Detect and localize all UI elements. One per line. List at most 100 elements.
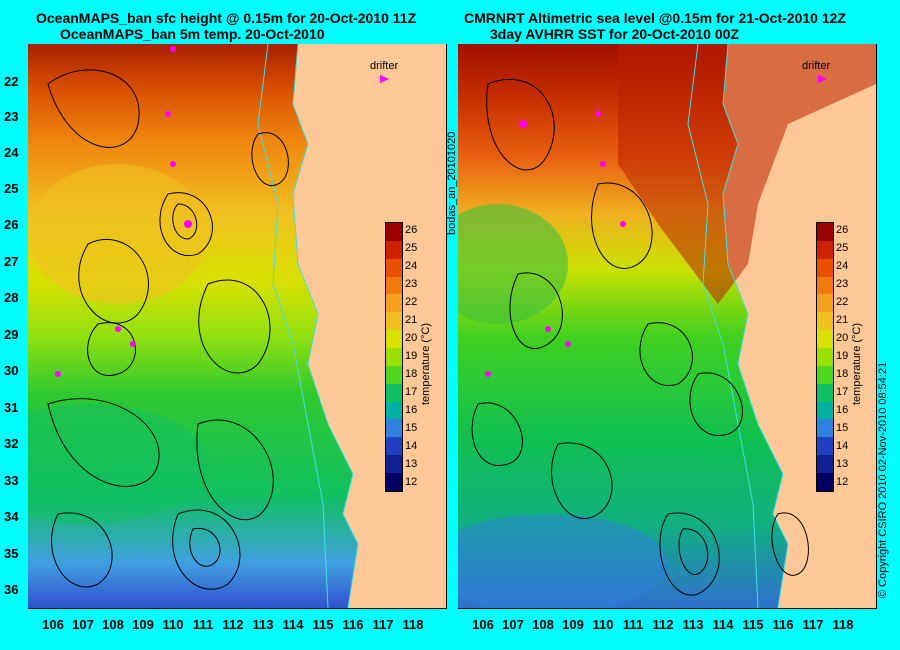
colorbar-segment: [817, 473, 833, 491]
colorbar-segment: [386, 258, 402, 277]
left-drifter-icon: [380, 75, 389, 83]
left-colorbar-label: temperature (°C): [420, 322, 432, 405]
left-xtick: 112: [222, 617, 244, 632]
colorbar-segment: [386, 348, 402, 366]
left-ytick: 34: [4, 509, 19, 524]
left-xtick: 108: [102, 617, 124, 632]
colorbar-tick: 21: [405, 314, 418, 326]
colorbar-tick: 25: [836, 242, 849, 254]
colorbar-tick: 13: [405, 458, 418, 470]
left-ytick: 29: [4, 327, 19, 342]
colorbar-tick: 15: [405, 422, 418, 434]
colorbar-tick: 25: [405, 242, 418, 254]
colorbar-segment: [386, 276, 402, 295]
colorbar-tick: 14: [405, 440, 418, 452]
left-ytick: 28: [4, 290, 19, 305]
colorbar-tick: 19: [836, 350, 849, 362]
right-xtick: 114: [712, 617, 734, 632]
colorbar-tick: 18: [405, 368, 418, 380]
left-drifter-label: drifter: [370, 60, 399, 72]
colorbar-tick: 15: [836, 422, 849, 434]
right-xtick: 111: [622, 617, 644, 632]
right-colorbar-label: temperature (°C): [851, 322, 863, 405]
colorbar-segment: [386, 365, 402, 384]
colorbar-segment: [817, 330, 833, 349]
colorbar-tick: 19: [405, 350, 418, 362]
colorbar-tick: 12: [836, 476, 849, 488]
colorbar-segment: [817, 276, 833, 295]
colorbar-segment: [817, 383, 833, 402]
colorbar-segment: [817, 348, 833, 366]
colorbar-tick: 24: [836, 260, 849, 272]
left-xtick: 109: [132, 617, 154, 632]
left-xtick: 111: [192, 617, 214, 632]
right-colorbar: [816, 222, 834, 492]
colorbar-segment: [386, 419, 402, 438]
colorbar-tick: 13: [836, 458, 849, 470]
left-title-line2: OceanMAPS_ban 5m temp. 20-Oct-2010: [60, 26, 325, 42]
colorbar-segment: [386, 473, 402, 491]
left-ytick: 30: [4, 363, 19, 378]
colorbar-segment: [817, 312, 833, 331]
colorbar-tick: 20: [836, 332, 849, 344]
right-title-line1: CMRNRT Altimetric sea level @0.15m for 2…: [464, 10, 846, 26]
colorbar-segment: [817, 223, 833, 241]
colorbar-tick: 17: [836, 386, 849, 398]
colorbar-segment: [817, 401, 833, 420]
colorbar-segment: [817, 258, 833, 277]
colorbar-segment: [386, 455, 402, 474]
left-ytick: 25: [4, 181, 19, 196]
left-ytick: 23: [4, 109, 19, 124]
left-xtick: 117: [372, 617, 394, 632]
colorbar-segment: [386, 240, 402, 259]
left-xtick: 113: [252, 617, 274, 632]
right-xtick: 107: [502, 617, 524, 632]
colorbar-segment: [817, 419, 833, 438]
left-ytick: 24: [4, 145, 19, 160]
left-xtick: 115: [312, 617, 334, 632]
right-xtick: 109: [562, 617, 584, 632]
left-ytick: 27: [4, 254, 19, 269]
left-ytick: 33: [4, 473, 19, 488]
right-xtick: 108: [532, 617, 554, 632]
colorbar-tick: 16: [836, 404, 849, 416]
right-xtick: 106: [472, 617, 494, 632]
colorbar-tick: 17: [405, 386, 418, 398]
colorbar-segment: [386, 330, 402, 349]
colorbar-tick: 23: [836, 278, 849, 290]
colorbar-tick: 23: [405, 278, 418, 290]
left-xtick: 114: [282, 617, 304, 632]
right-xtick: 118: [832, 617, 854, 632]
right-xtick: 117: [802, 617, 824, 632]
colorbar-tick: 18: [836, 368, 849, 380]
colorbar-segment: [386, 437, 402, 456]
colorbar-tick: 21: [836, 314, 849, 326]
right-drifter-icon: [818, 75, 827, 83]
colorbar-segment: [386, 383, 402, 402]
right-xtick: 112: [652, 617, 674, 632]
left-xtick: 110: [162, 617, 184, 632]
colorbar-segment: [817, 365, 833, 384]
right-xtick: 115: [742, 617, 764, 632]
colorbar-segment: [817, 240, 833, 259]
left-ytick: 31: [4, 400, 19, 415]
right-map-panel: [458, 44, 877, 609]
colorbar-tick: 16: [405, 404, 418, 416]
colorbar-segment: [386, 294, 402, 313]
left-ytick: 35: [4, 546, 19, 561]
colorbar-tick: 20: [405, 332, 418, 344]
left-colorbar: [385, 222, 403, 492]
left-map-panel: [28, 44, 447, 609]
colorbar-tick: 22: [405, 296, 418, 308]
colorbar-segment: [386, 223, 402, 241]
colorbar-segment: [817, 437, 833, 456]
left-title-line1: OceanMAPS_ban sfc height @ 0.15m for 20-…: [36, 10, 417, 26]
colorbar-segment: [386, 312, 402, 331]
left-xtick: 116: [342, 617, 364, 632]
colorbar-tick: 14: [836, 440, 849, 452]
colorbar-tick: 26: [836, 224, 849, 236]
right-map-svg: [458, 44, 876, 608]
colorbar-segment: [386, 401, 402, 420]
colorbar-segment: [817, 294, 833, 313]
colorbar-segment: [817, 455, 833, 474]
